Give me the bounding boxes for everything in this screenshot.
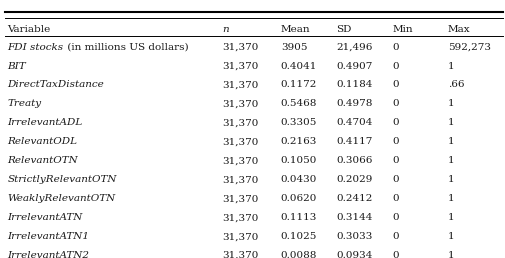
Text: 21,496: 21,496 xyxy=(336,43,372,52)
Text: 0: 0 xyxy=(391,80,398,90)
Text: IrrelevantADL: IrrelevantADL xyxy=(8,118,83,127)
Text: 0.2163: 0.2163 xyxy=(280,137,317,146)
Text: 0.0430: 0.0430 xyxy=(280,175,317,184)
Text: (in millions US dollars): (in millions US dollars) xyxy=(64,43,188,52)
Text: FDI stocks: FDI stocks xyxy=(8,43,64,52)
Text: WeaklyRelevantOTN: WeaklyRelevantOTN xyxy=(8,194,116,203)
Text: 0.5468: 0.5468 xyxy=(280,99,317,108)
Text: DirectTaxDistance: DirectTaxDistance xyxy=(8,80,104,90)
Text: 31,370: 31,370 xyxy=(222,43,259,52)
Text: 1: 1 xyxy=(447,213,453,222)
Text: Mean: Mean xyxy=(280,25,310,34)
Text: 0.4117: 0.4117 xyxy=(336,137,372,146)
Text: 0.4041: 0.4041 xyxy=(280,62,317,70)
Text: 0.3066: 0.3066 xyxy=(336,156,372,165)
Text: 1: 1 xyxy=(447,232,453,241)
Text: 0: 0 xyxy=(391,194,398,203)
Text: 31,370: 31,370 xyxy=(222,156,259,165)
Text: 0.1172: 0.1172 xyxy=(280,80,317,90)
Text: 1: 1 xyxy=(447,175,453,184)
Text: 0.4978: 0.4978 xyxy=(336,99,372,108)
Text: 0: 0 xyxy=(391,213,398,222)
Text: 0.2029: 0.2029 xyxy=(336,175,372,184)
Text: 0: 0 xyxy=(391,118,398,127)
Text: .66: .66 xyxy=(447,80,464,90)
Text: 0.0620: 0.0620 xyxy=(280,194,317,203)
Text: 1: 1 xyxy=(447,118,453,127)
Text: n: n xyxy=(222,25,229,34)
Text: 31,370: 31,370 xyxy=(222,118,259,127)
Text: 0: 0 xyxy=(391,43,398,52)
Text: BIT: BIT xyxy=(8,62,26,70)
Text: 1: 1 xyxy=(447,137,453,146)
Text: 0.1025: 0.1025 xyxy=(280,232,317,241)
Text: 0.1050: 0.1050 xyxy=(280,156,317,165)
Text: 1: 1 xyxy=(447,194,453,203)
Text: 0.4907: 0.4907 xyxy=(336,62,372,70)
Text: 0: 0 xyxy=(391,156,398,165)
Text: 31,370: 31,370 xyxy=(222,232,259,241)
Text: StrictlyRelevantOTN: StrictlyRelevantOTN xyxy=(8,175,117,184)
Text: 31,370: 31,370 xyxy=(222,137,259,146)
Text: Min: Min xyxy=(391,25,412,34)
Text: IrrelevantATN1: IrrelevantATN1 xyxy=(8,232,89,241)
Text: 31,370: 31,370 xyxy=(222,175,259,184)
Text: 0: 0 xyxy=(391,62,398,70)
Text: 592,273: 592,273 xyxy=(447,43,490,52)
Text: 0.3144: 0.3144 xyxy=(336,213,372,222)
Text: 0.1113: 0.1113 xyxy=(280,213,317,222)
Text: Variable: Variable xyxy=(8,25,50,34)
Text: 3905: 3905 xyxy=(280,43,307,52)
Text: 0.1184: 0.1184 xyxy=(336,80,372,90)
Text: 0: 0 xyxy=(391,99,398,108)
Text: 0: 0 xyxy=(391,251,398,258)
Text: 31,370: 31,370 xyxy=(222,62,259,70)
Text: 1: 1 xyxy=(447,62,453,70)
Text: 31,370: 31,370 xyxy=(222,80,259,90)
Text: 31,370: 31,370 xyxy=(222,99,259,108)
Text: 31,370: 31,370 xyxy=(222,194,259,203)
Text: 0: 0 xyxy=(391,137,398,146)
Text: 1: 1 xyxy=(447,251,453,258)
Text: 0.2412: 0.2412 xyxy=(336,194,372,203)
Text: Max: Max xyxy=(447,25,470,34)
Text: Treaty: Treaty xyxy=(8,99,41,108)
Text: SD: SD xyxy=(336,25,351,34)
Text: IrrelevantATN2: IrrelevantATN2 xyxy=(8,251,89,258)
Text: RelevantOTN: RelevantOTN xyxy=(8,156,78,165)
Text: 31,370: 31,370 xyxy=(222,213,259,222)
Text: 0.3305: 0.3305 xyxy=(280,118,317,127)
Text: 0.4704: 0.4704 xyxy=(336,118,372,127)
Text: 0.0934: 0.0934 xyxy=(336,251,372,258)
Text: IrrelevantATN: IrrelevantATN xyxy=(8,213,83,222)
Text: 1: 1 xyxy=(447,156,453,165)
Text: 1: 1 xyxy=(447,99,453,108)
Text: 0: 0 xyxy=(391,175,398,184)
Text: 0: 0 xyxy=(391,232,398,241)
Text: 0.3033: 0.3033 xyxy=(336,232,372,241)
Text: 0.0088: 0.0088 xyxy=(280,251,317,258)
Text: 31,370: 31,370 xyxy=(222,251,259,258)
Text: RelevantODL: RelevantODL xyxy=(8,137,77,146)
